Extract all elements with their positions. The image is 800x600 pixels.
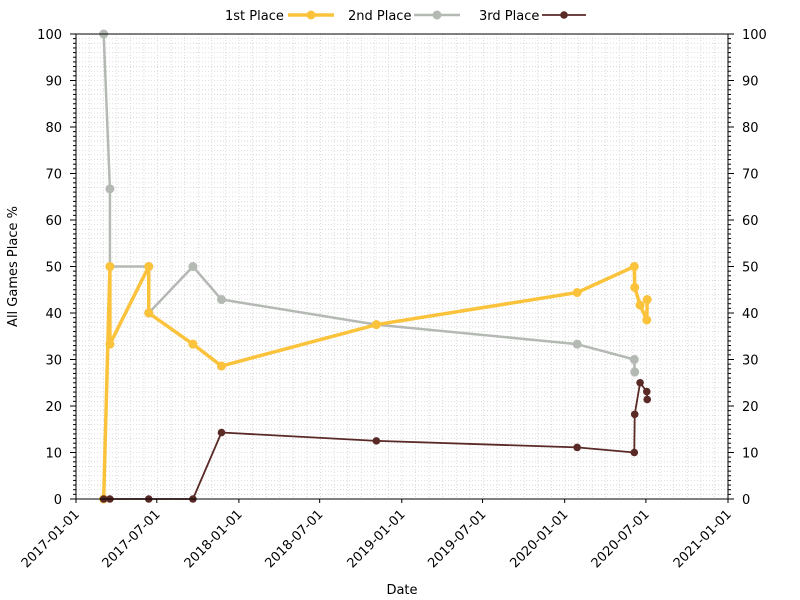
data-point xyxy=(630,410,639,419)
data-point xyxy=(372,437,381,445)
data-point xyxy=(105,262,115,271)
y-tick-label-right: 80 xyxy=(742,121,759,136)
y-tick-label-left: 90 xyxy=(45,75,62,90)
y-tick-label-left: 0 xyxy=(54,493,62,508)
x-tick-label: 2021-01-01 xyxy=(671,507,735,571)
y-tick-label-right: 100 xyxy=(742,28,767,43)
y-tick-label-left: 80 xyxy=(45,121,62,136)
series-3 xyxy=(99,378,652,503)
data-point xyxy=(629,355,639,364)
x-tick-label: 2018-07-01 xyxy=(262,507,326,571)
x-tick-label: 2018-01-01 xyxy=(182,507,246,571)
y-tick-label-left: 40 xyxy=(45,307,62,322)
data-point xyxy=(642,295,652,305)
data-point xyxy=(630,448,639,457)
data-point xyxy=(144,262,154,271)
legend-label: 1st Place xyxy=(225,9,284,24)
legend-item: 2nd Place xyxy=(348,9,460,24)
y-tick-label-right: 10 xyxy=(742,447,759,462)
y-axis-title: All Games Place % xyxy=(6,206,21,327)
x-tick-label: 2017-01-01 xyxy=(19,507,83,571)
x-tick-label: 2019-07-01 xyxy=(425,507,489,571)
y-tick-label-left: 30 xyxy=(45,354,62,369)
data-point xyxy=(105,184,115,194)
legend-item: 3rd Place xyxy=(479,9,586,24)
x-tick-label: 2020-01-01 xyxy=(507,507,571,571)
y-tick-label-right: 90 xyxy=(742,75,759,90)
data-point xyxy=(144,308,154,318)
data-point xyxy=(572,288,582,298)
legend-marker xyxy=(432,10,442,20)
x-axis-title: Date xyxy=(386,583,417,598)
y-tick-label-right: 0 xyxy=(742,493,750,508)
legend-marker xyxy=(306,10,316,20)
series-2 xyxy=(99,29,640,377)
y-tick-label-right: 30 xyxy=(742,354,759,369)
data-point xyxy=(216,361,226,371)
data-point xyxy=(642,387,651,396)
data-point xyxy=(630,367,640,377)
data-point xyxy=(635,300,645,310)
data-point xyxy=(636,378,644,387)
data-point xyxy=(643,395,652,404)
y-tick-label-right: 20 xyxy=(742,400,759,415)
series-line xyxy=(102,32,636,374)
y-tick-label-left: 20 xyxy=(45,400,62,415)
x-tick-label: 2020-07-01 xyxy=(589,507,653,571)
data-point xyxy=(572,339,582,349)
series-layer xyxy=(99,29,652,504)
data-point xyxy=(573,443,581,452)
x-tick-label: 2017-07-01 xyxy=(100,507,164,571)
y-tick-label-right: 50 xyxy=(742,261,759,276)
legend-marker xyxy=(560,11,568,19)
y-tick-label-right: 60 xyxy=(742,214,759,229)
y-tick-label-left: 50 xyxy=(45,261,62,276)
data-point xyxy=(629,262,639,271)
legend-label: 2nd Place xyxy=(348,9,411,24)
y-tick-label-right: 40 xyxy=(742,307,759,322)
data-point xyxy=(105,339,115,349)
data-point xyxy=(371,320,381,330)
y-tick-label-left: 100 xyxy=(37,28,62,43)
legend-label: 3rd Place xyxy=(479,9,539,24)
y-tick-label-left: 60 xyxy=(45,214,62,229)
legend: 1st Place 2nd Place 3rd Place xyxy=(225,9,586,24)
data-point xyxy=(216,295,226,305)
x-tick-label: 2019-01-01 xyxy=(345,507,409,571)
y-tick-label-left: 10 xyxy=(45,447,62,462)
data-point xyxy=(642,315,652,325)
legend-item: 1st Place xyxy=(225,9,334,24)
data-point xyxy=(630,282,640,292)
data-point xyxy=(188,262,198,271)
data-point xyxy=(188,339,198,349)
data-point xyxy=(217,428,226,437)
y-tick-label-right: 70 xyxy=(742,168,759,183)
y-tick-label-left: 70 xyxy=(45,168,62,183)
